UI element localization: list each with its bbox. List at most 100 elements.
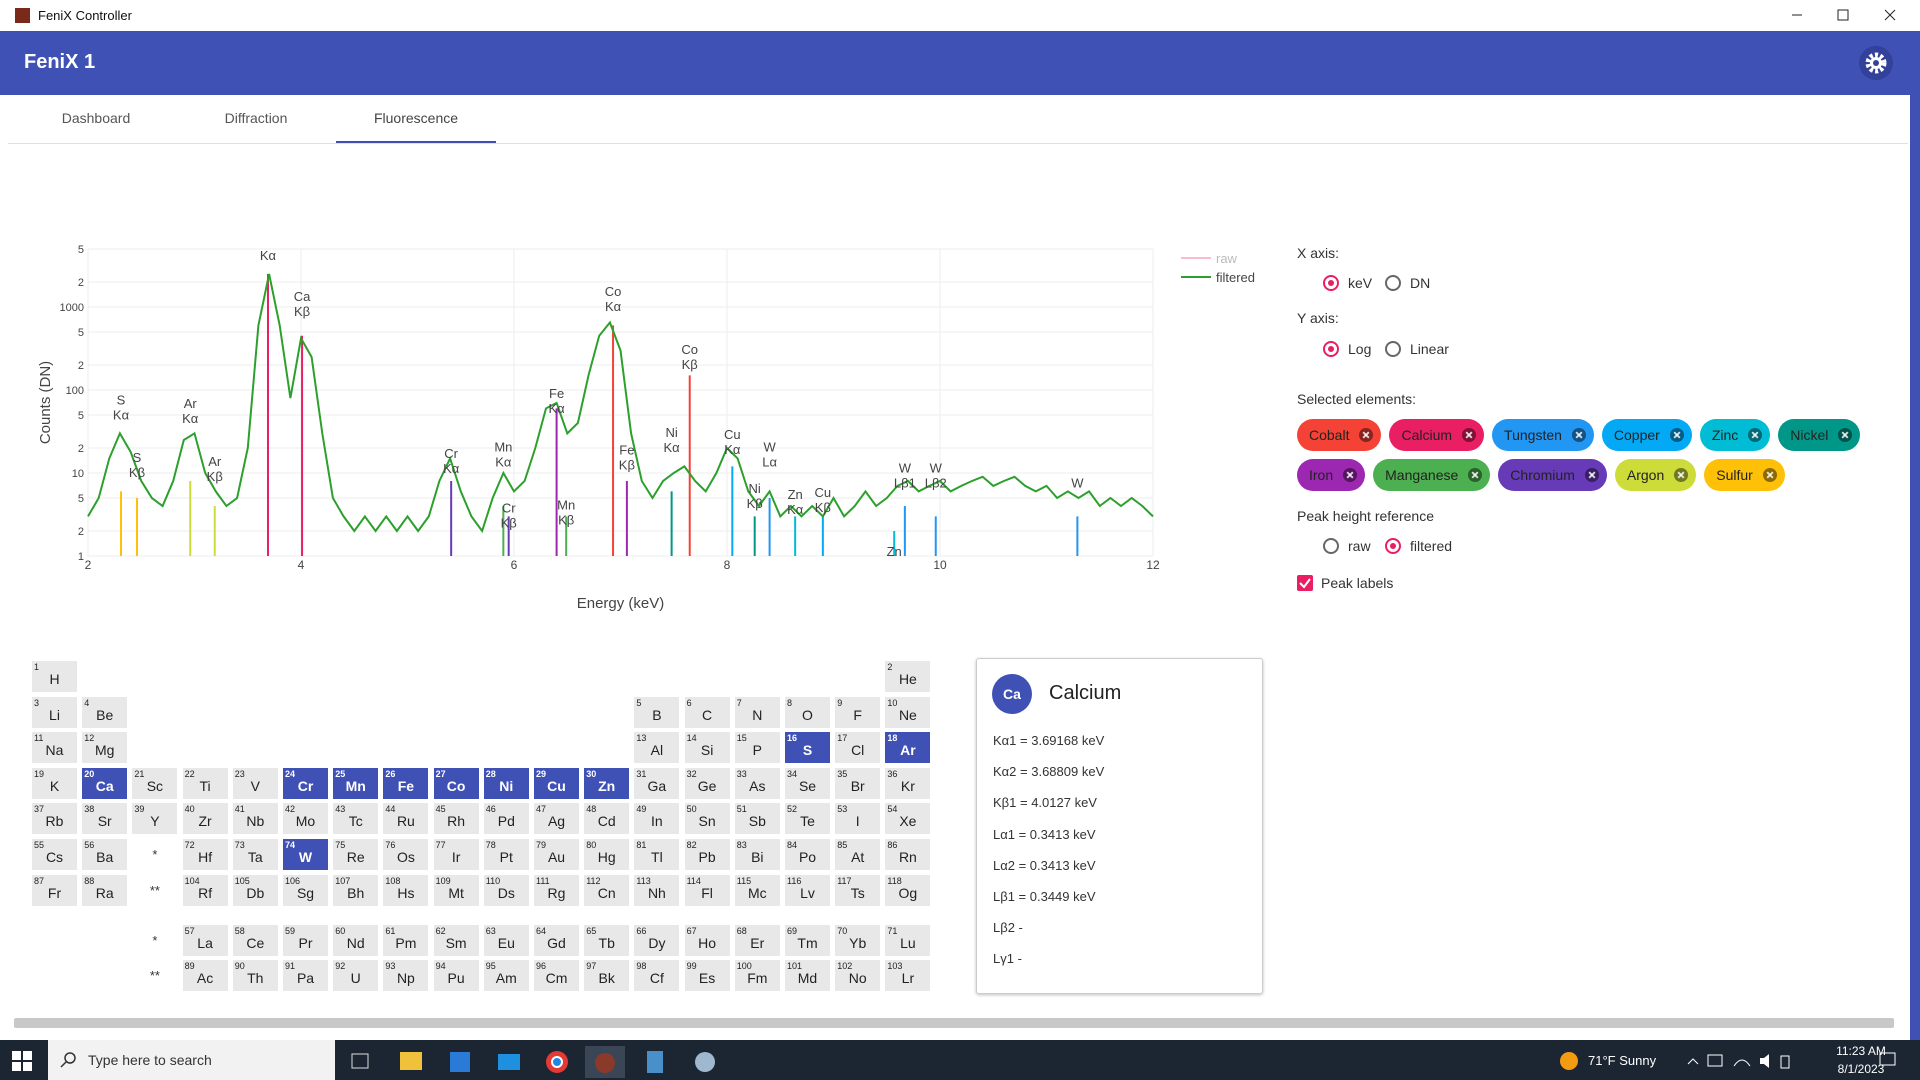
element-cell[interactable]: 83 Bi (734, 839, 780, 870)
element-cell[interactable]: 117 Ts (835, 874, 881, 906)
element-cell[interactable]: 95 Am (483, 960, 529, 991)
radio[interactable] (1385, 275, 1401, 291)
element-cell[interactable]: 78 Pt (483, 839, 529, 870)
element-cell[interactable]: 18 Ar (885, 732, 931, 764)
element-cell[interactable]: 80 Hg (584, 839, 630, 870)
element-cell[interactable]: 90 Th (232, 960, 278, 991)
element-cell[interactable]: 16 S (785, 732, 830, 764)
horizontal-scrollbar[interactable] (14, 1018, 1894, 1028)
element-cell[interactable]: 89 Ac (182, 960, 228, 991)
notifications[interactable] (1878, 1050, 1898, 1070)
element-cell[interactable]: 34 Se (785, 767, 830, 799)
element-cell[interactable]: 32 Ge (684, 767, 730, 799)
tab[interactable]: Fluorescence (336, 95, 496, 143)
element-cell[interactable]: 98 Cf (634, 960, 680, 991)
element-cell[interactable]: 76 Os (383, 839, 429, 870)
element-cell[interactable]: 56 Ba (82, 839, 128, 870)
element-cell[interactable]: 99 Es (684, 960, 730, 991)
element-cell[interactable]: 20 Ca (82, 767, 128, 799)
element-cell[interactable]: 51 Sb (734, 803, 780, 835)
element-cell[interactable]: 88 Ra (82, 874, 128, 906)
element-cell[interactable]: 17 Cl (835, 732, 881, 764)
element-cell[interactable]: 115 Mc (734, 874, 780, 906)
element-cell[interactable]: 11 Na (32, 732, 77, 764)
element-cell[interactable]: 86 Rn (885, 839, 931, 870)
window-controls[interactable] (1770, 0, 1920, 31)
chip-remove[interactable] (1468, 468, 1483, 482)
tab[interactable]: Dashboard (61, 110, 131, 126)
chip-remove[interactable] (1669, 428, 1684, 442)
element-cell[interactable]: 57 La (182, 925, 228, 956)
element-cell[interactable]: 116 Lv (785, 874, 830, 906)
element-cell[interactable]: 67 Ho (684, 925, 730, 956)
element-cell[interactable]: 114 Fl (684, 874, 730, 906)
element-cell[interactable]: 113 Nh (634, 874, 680, 906)
element-cell[interactable]: 107 Bh (333, 874, 379, 906)
element-cell[interactable]: 64 Gd (534, 925, 579, 956)
radio[interactable] (1385, 538, 1401, 554)
element-cell[interactable]: 53 I (835, 803, 881, 835)
element-cell[interactable]: 65 Tb (584, 925, 630, 956)
element-cell[interactable]: 28 Ni (483, 767, 529, 799)
element-cell[interactable]: 62 Sm (433, 925, 479, 956)
element-cell[interactable]: 23 V (232, 767, 278, 799)
element-cell[interactable]: 85 At (835, 839, 881, 870)
element-cell[interactable]: 36 Kr (885, 767, 931, 799)
element-cell[interactable]: 35 Br (835, 767, 881, 799)
chip-remove[interactable] (1571, 428, 1586, 442)
element-cell[interactable]: 12 Mg (82, 732, 128, 764)
chip-remove[interactable] (1343, 468, 1358, 482)
element-cell[interactable]: 59 Pr (283, 925, 328, 956)
element-cell[interactable]: 70 Yb (835, 925, 881, 956)
element-cell[interactable]: 15 P (734, 732, 780, 764)
radio[interactable] (1323, 538, 1339, 554)
element-cell[interactable]: 96 Cm (534, 960, 579, 991)
chip-remove[interactable] (1674, 468, 1689, 482)
element-cell[interactable]: 118 Og (885, 874, 931, 906)
element-cell[interactable]: 103 Lr (885, 960, 931, 991)
element-cell[interactable]: 14 Si (684, 732, 730, 764)
element-cell[interactable]: 26 Fe (383, 767, 429, 799)
element-cell[interactable]: 47 Ag (534, 803, 579, 835)
chip-remove[interactable] (1584, 468, 1599, 482)
element-cell[interactable]: 58 Ce (232, 925, 278, 956)
element-cell[interactable]: 19 K (32, 767, 77, 799)
element-cell[interactable]: 46 Pd (483, 803, 529, 835)
element-cell[interactable]: 42 Mo (283, 803, 328, 835)
chip-remove[interactable] (1359, 428, 1374, 442)
element-cell[interactable]: 66 Dy (634, 925, 680, 956)
element-cell[interactable]: 82 Pb (684, 839, 730, 870)
peak-labels-checkbox[interactable] (1297, 575, 1313, 591)
element-cell[interactable]: 29 Cu (534, 767, 579, 799)
element-cell[interactable]: 44 Ru (383, 803, 429, 835)
element-cell[interactable]: 100 Fm (734, 960, 780, 991)
element-cell[interactable]: 87 Fr (32, 874, 77, 906)
element-cell[interactable]: 38 Sr (82, 803, 128, 835)
element-cell[interactable]: 55 Cs (32, 839, 77, 870)
element-cell[interactable]: 93 Np (383, 960, 429, 991)
element-cell[interactable]: 94 Pu (433, 960, 479, 991)
element-cell[interactable]: 37 Rb (32, 803, 77, 835)
element-cell[interactable]: 104 Rf (182, 874, 228, 906)
element-cell[interactable]: 21 Sc (132, 767, 178, 799)
element-cell[interactable]: 49 In (634, 803, 680, 835)
element-cell[interactable]: 61 Pm (383, 925, 429, 956)
element-cell[interactable]: 71 Lu (885, 925, 931, 956)
element-cell[interactable]: 60 Nd (333, 925, 379, 956)
element-cell[interactable]: 25 Mn (333, 767, 379, 799)
element-cell[interactable]: 24 Cr (283, 767, 328, 799)
element-cell[interactable]: 73 Ta (232, 839, 278, 870)
element-cell[interactable]: 69 Tm (785, 925, 830, 956)
radio[interactable] (1323, 341, 1339, 357)
element-cell[interactable]: 54 Xe (885, 803, 931, 835)
element-cell[interactable]: 45 Rh (433, 803, 479, 835)
radio[interactable] (1323, 275, 1339, 291)
element-cell[interactable]: 40 Zr (182, 803, 228, 835)
element-cell[interactable]: 48 Cd (584, 803, 630, 835)
element-cell[interactable]: 10 Ne (885, 696, 931, 728)
element-cell[interactable]: 79 Au (534, 839, 579, 870)
